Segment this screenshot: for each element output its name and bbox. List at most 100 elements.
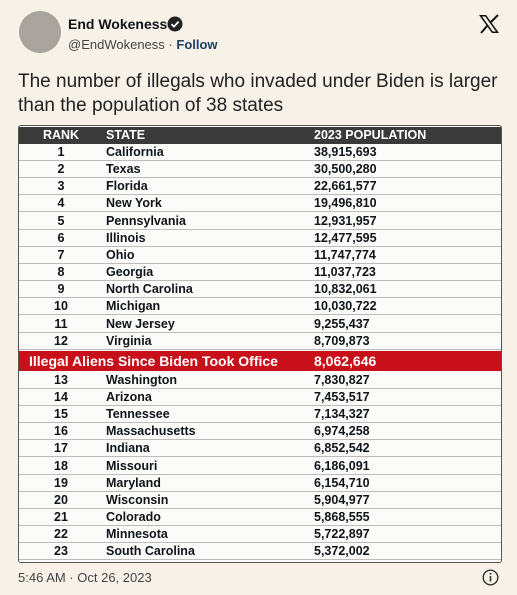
state-cell: California xyxy=(106,145,164,159)
tweet-text: The number of illegals who invaded under… xyxy=(18,71,498,116)
state-cell: North Carolina xyxy=(106,282,193,297)
table-row: 8 Georgia 11,037,723 xyxy=(19,264,501,282)
table-row: 5 Pennsylvania 12,931,957 xyxy=(19,213,501,230)
rank-cell: 15 xyxy=(54,407,68,422)
table-row: 12 Virginia 8,709,873 xyxy=(19,333,501,350)
rank-cell: 10 xyxy=(54,299,68,314)
rank-cell: 7 xyxy=(57,247,65,262)
population-cell: 8,709,873 xyxy=(314,333,370,348)
state-cell: Colorado xyxy=(106,510,161,524)
population-cell: 5,722,897 xyxy=(314,527,370,542)
state-cell: Maryland xyxy=(106,475,161,490)
population-cell: 5,372,002 xyxy=(314,544,370,559)
population-cell: 10,030,722 xyxy=(314,299,377,314)
state-cell: Missouri xyxy=(106,458,158,473)
header-row: RANK STATE 2023 POPULATION xyxy=(19,127,501,144)
rank-cell: 23 xyxy=(54,544,68,559)
rank-cell: 5 xyxy=(57,213,65,228)
header-cell: STATE xyxy=(106,128,146,142)
population-cell: 11,037,723 xyxy=(314,265,376,280)
handle-line: @EndWokeness · Follow xyxy=(68,37,218,52)
table-row: 22 Minnesota 5,722,897 xyxy=(19,526,501,544)
table-row: 10 Michigan 10,030,722 xyxy=(19,298,501,316)
highlight-label: Illegal Aliens Since Biden Took Office xyxy=(29,352,278,369)
state-cell: Wisconsin xyxy=(106,492,169,507)
avatar[interactable] xyxy=(19,11,61,53)
population-cell: 30,500,280 xyxy=(314,162,377,177)
rank-cell: 14 xyxy=(54,389,68,404)
population-cell: 7,830,827 xyxy=(314,372,370,387)
population-cell: 6,154,710 xyxy=(314,475,370,490)
population-cell: 5,904,977 xyxy=(314,492,370,507)
population-cell: 11,747,774 xyxy=(314,247,376,262)
rank-cell: 20 xyxy=(54,492,68,507)
rank-cell: 12 xyxy=(54,333,68,348)
table-row: 17 Indiana 6,852,542 xyxy=(19,440,501,458)
table-row: 15 Tennessee 7,134,327 xyxy=(19,406,501,424)
highlight-row: Illegal Aliens Since Biden Took Office 8,… xyxy=(19,350,501,371)
rank-cell: 3 xyxy=(57,179,65,194)
table-row: 3 Florida 22,661,577 xyxy=(19,178,501,196)
table-row: 1 California 38,915,693 xyxy=(19,144,501,161)
table-row: 7 Ohio 11,747,774 xyxy=(19,247,501,264)
x-logo[interactable] xyxy=(478,14,500,34)
verified-badge xyxy=(167,16,183,32)
state-cell: New York xyxy=(106,196,162,211)
population-cell: 6,852,542 xyxy=(314,441,370,456)
table-row: 2 Texas 30,500,280 xyxy=(19,161,501,179)
state-cell: New Jersey xyxy=(106,316,175,331)
rank-cell: 21 xyxy=(54,510,68,524)
population-cell: 12,477,595 xyxy=(314,230,377,245)
follow-button[interactable]: Follow xyxy=(176,37,218,52)
table-row: 11 New Jersey 9,255,437 xyxy=(19,316,501,333)
population-cell: 7,453,517 xyxy=(314,389,370,404)
table-row: 14 Arizona 7,453,517 xyxy=(19,389,501,406)
rank-cell: 6 xyxy=(57,230,65,245)
table-row: 4 New York 19,496,810 xyxy=(19,195,501,213)
state-cell: Pennsylvania xyxy=(106,213,186,228)
rank-cell: 9 xyxy=(57,282,65,297)
population-cell: 10,832,061 xyxy=(314,282,377,297)
rank-cell: 1 xyxy=(57,145,65,159)
population-cell: 7,134,327 xyxy=(314,407,370,422)
state-cell: Minnesota xyxy=(106,527,168,542)
rank-cell: 11 xyxy=(54,316,68,331)
rank-cell: 19 xyxy=(54,475,68,490)
rank-cell: 13 xyxy=(54,372,68,387)
state-cell: Tennessee xyxy=(106,407,170,422)
state-cell: Virginia xyxy=(106,333,152,348)
state-cell: Michigan xyxy=(106,299,161,314)
timestamp[interactable]: 5:46 AM · Oct 26, 2023 xyxy=(18,570,152,585)
population-cell: 22,661,577 xyxy=(314,179,377,194)
table-row: 16 Massachusetts 6,974,258 xyxy=(19,423,501,441)
table-row: 18 Missouri 6,186,091 xyxy=(19,458,501,475)
header-cell: RANK xyxy=(42,128,80,142)
state-cell: Massachusetts xyxy=(106,424,196,439)
state-cell: Arizona xyxy=(106,389,152,404)
state-cell: Ohio xyxy=(106,247,135,262)
table-row: 13 Washington 7,830,827 xyxy=(19,372,501,389)
table-row: 21 Colorado 5,868,555 xyxy=(19,509,501,526)
population-cell: 9,255,437 xyxy=(314,316,370,331)
highlight-population: 8,062,646 xyxy=(314,352,377,369)
table-row: 6 Illinois 12,477,595 xyxy=(19,230,501,247)
rank-cell: 16 xyxy=(54,424,68,439)
state-cell: Texas xyxy=(106,162,141,177)
rank-cell: 18 xyxy=(54,458,68,473)
table-row: 23 South Carolina 5,372,002 xyxy=(19,543,501,561)
population-cell: 6,186,091 xyxy=(314,458,370,473)
rank-cell: 2 xyxy=(57,162,65,177)
author-name[interactable]: End Wokeness xyxy=(68,16,168,32)
separator: · xyxy=(168,37,173,52)
population-cell: 6,974,258 xyxy=(314,424,370,439)
info-icon[interactable] xyxy=(482,569,499,586)
population-cell: 19,496,810 xyxy=(314,196,377,211)
population-cell: 38,915,693 xyxy=(314,145,377,159)
handle[interactable]: @EndWokeness xyxy=(68,37,165,52)
state-cell: Georgia xyxy=(106,265,154,280)
state-cell: Indiana xyxy=(106,441,150,456)
rank-cell: 22 xyxy=(54,527,68,542)
state-cell: Illinois xyxy=(106,230,146,245)
header-cell: 2023 POPULATION xyxy=(314,128,427,142)
rank-cell: 17 xyxy=(54,441,68,456)
